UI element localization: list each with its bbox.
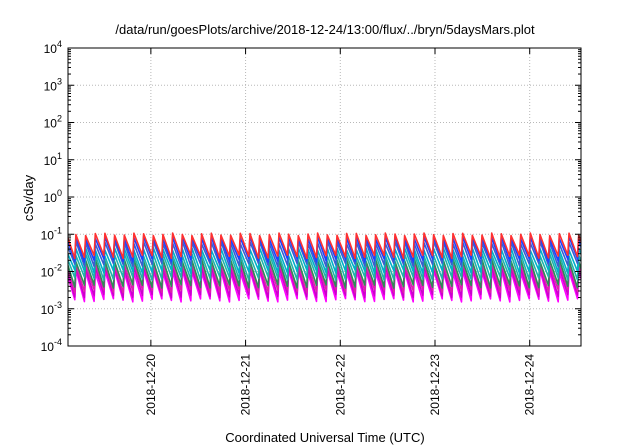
y-tick-label: 10-1 [41, 225, 62, 242]
y-tick-label: 104 [44, 39, 62, 56]
y-tick-label: 103 [44, 76, 62, 93]
x-tick-label: 2018-12-21 [239, 354, 253, 416]
x-tick-label: 2018-12-22 [333, 354, 347, 416]
plot-frame [67, 47, 582, 347]
series-layer [68, 232, 581, 303]
x-axis-label: Coordinated Universal Time (UTC) [225, 430, 424, 445]
y-tick-label: 10-2 [41, 263, 62, 280]
y-tick-label: 10-4 [41, 337, 62, 354]
y-tick-label: 101 [44, 151, 62, 168]
grid [68, 48, 581, 346]
y-tick-label: 100 [44, 188, 62, 205]
y-tick-label: 10-3 [41, 300, 62, 317]
x-tick-label: 2018-12-20 [144, 354, 158, 416]
x-tick-label: 2018-12-23 [428, 354, 442, 416]
y-axis-label: cSv/day [21, 174, 36, 221]
x-tick-label: 2018-12-24 [523, 354, 537, 416]
y-tick-label: 102 [44, 114, 62, 131]
series-line [68, 232, 581, 260]
chart-title: /data/run/goesPlots/archive/2018-12-24/1… [115, 22, 535, 37]
ticks: 10-4 10-3 10-2 10-1 100 101 102 103 104 2018-12-2… [41, 39, 581, 415]
